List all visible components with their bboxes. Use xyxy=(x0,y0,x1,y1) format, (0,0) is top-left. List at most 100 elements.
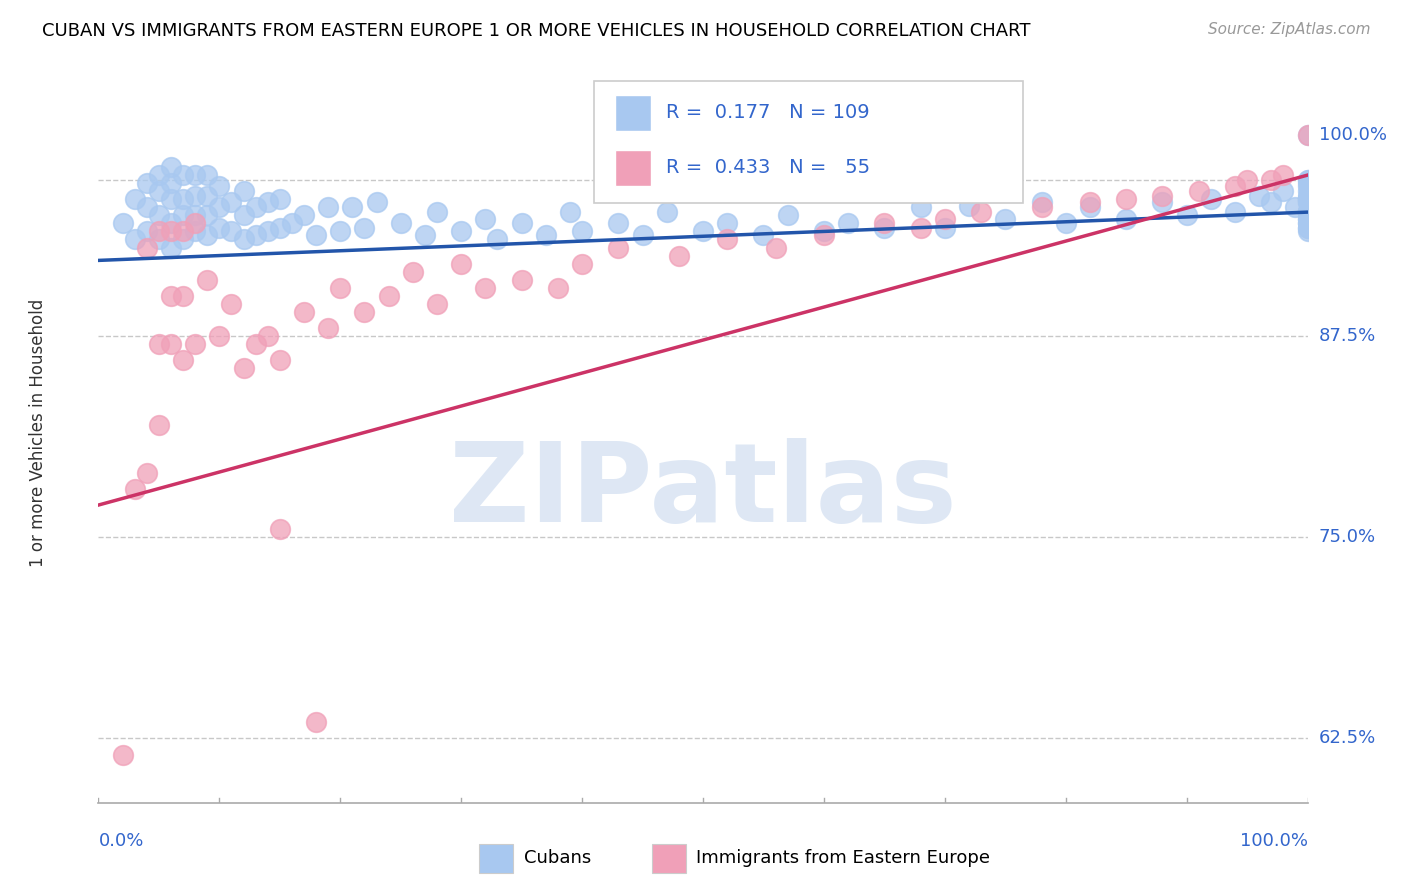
Point xyxy=(1296,216,1319,230)
Point xyxy=(1296,221,1319,235)
Point xyxy=(160,289,183,303)
Point xyxy=(1199,192,1222,206)
Point xyxy=(510,216,533,230)
Text: Source: ZipAtlas.com: Source: ZipAtlas.com xyxy=(1208,22,1371,37)
Point xyxy=(184,208,207,222)
Point xyxy=(534,227,557,242)
Point xyxy=(1296,192,1319,206)
Point xyxy=(148,224,170,238)
Point xyxy=(160,176,183,190)
Point xyxy=(1296,205,1319,219)
Point xyxy=(1272,184,1295,198)
Point xyxy=(1078,195,1101,210)
Point xyxy=(208,221,231,235)
Point xyxy=(1236,173,1258,187)
Point xyxy=(184,189,207,203)
Point xyxy=(232,208,254,222)
Point xyxy=(716,216,738,230)
Point xyxy=(1296,205,1319,219)
Point xyxy=(1296,179,1319,194)
Point xyxy=(389,216,412,230)
Point xyxy=(184,337,207,351)
Point xyxy=(1296,189,1319,203)
Text: 75.0%: 75.0% xyxy=(1319,528,1376,546)
Point xyxy=(837,216,859,230)
Point xyxy=(292,208,315,222)
Point xyxy=(329,281,352,295)
Point xyxy=(668,249,690,263)
Point xyxy=(221,224,243,238)
Point xyxy=(1296,192,1319,206)
Point xyxy=(873,216,896,230)
Point xyxy=(245,227,267,242)
FancyBboxPatch shape xyxy=(614,150,651,186)
Point xyxy=(195,208,218,222)
Point xyxy=(148,168,170,182)
Point xyxy=(148,417,170,432)
Point xyxy=(208,200,231,214)
Point xyxy=(353,221,375,235)
Point xyxy=(160,192,183,206)
Point xyxy=(1031,200,1053,214)
Point xyxy=(1296,211,1319,226)
Point xyxy=(256,195,278,210)
Point xyxy=(111,747,134,762)
Point xyxy=(135,200,157,214)
Point xyxy=(450,224,472,238)
Point xyxy=(934,211,956,226)
Point xyxy=(1296,128,1319,142)
Point xyxy=(1296,221,1319,235)
Point xyxy=(1152,195,1174,210)
Point xyxy=(1296,184,1319,198)
Point xyxy=(994,211,1017,226)
Point xyxy=(124,192,146,206)
Point xyxy=(1296,205,1319,219)
Point xyxy=(631,227,654,242)
Point xyxy=(1223,205,1246,219)
Point xyxy=(135,224,157,238)
Point xyxy=(160,337,183,351)
Point xyxy=(353,305,375,319)
Point xyxy=(172,168,194,182)
Point xyxy=(135,466,157,480)
Point xyxy=(474,281,496,295)
Point xyxy=(910,200,932,214)
Point xyxy=(148,208,170,222)
Point xyxy=(1260,195,1282,210)
Point xyxy=(1031,195,1053,210)
Point xyxy=(450,257,472,271)
Point xyxy=(292,305,315,319)
Point xyxy=(1152,189,1174,203)
Point xyxy=(813,227,835,242)
Point xyxy=(232,232,254,246)
Point xyxy=(970,205,993,219)
Point xyxy=(208,179,231,194)
Point xyxy=(1115,192,1137,206)
Point xyxy=(256,329,278,343)
Point xyxy=(184,224,207,238)
Point xyxy=(160,160,183,174)
Point xyxy=(1284,200,1306,214)
Point xyxy=(1296,216,1319,230)
Point xyxy=(1296,195,1319,210)
Point xyxy=(716,232,738,246)
Point xyxy=(245,200,267,214)
Point xyxy=(160,240,183,254)
Point xyxy=(135,176,157,190)
Point xyxy=(148,232,170,246)
Point xyxy=(221,297,243,311)
Point xyxy=(1296,195,1319,210)
Text: CUBAN VS IMMIGRANTS FROM EASTERN EUROPE 1 OR MORE VEHICLES IN HOUSEHOLD CORRELAT: CUBAN VS IMMIGRANTS FROM EASTERN EUROPE … xyxy=(42,22,1031,40)
Text: 87.5%: 87.5% xyxy=(1319,327,1376,345)
Point xyxy=(232,361,254,376)
Point xyxy=(195,227,218,242)
Point xyxy=(172,289,194,303)
Point xyxy=(1296,128,1319,142)
Point xyxy=(135,240,157,254)
Point xyxy=(402,265,425,279)
Point xyxy=(221,195,243,210)
Point xyxy=(1296,176,1319,190)
Point xyxy=(571,257,593,271)
Point xyxy=(124,482,146,496)
Point xyxy=(1296,211,1319,226)
